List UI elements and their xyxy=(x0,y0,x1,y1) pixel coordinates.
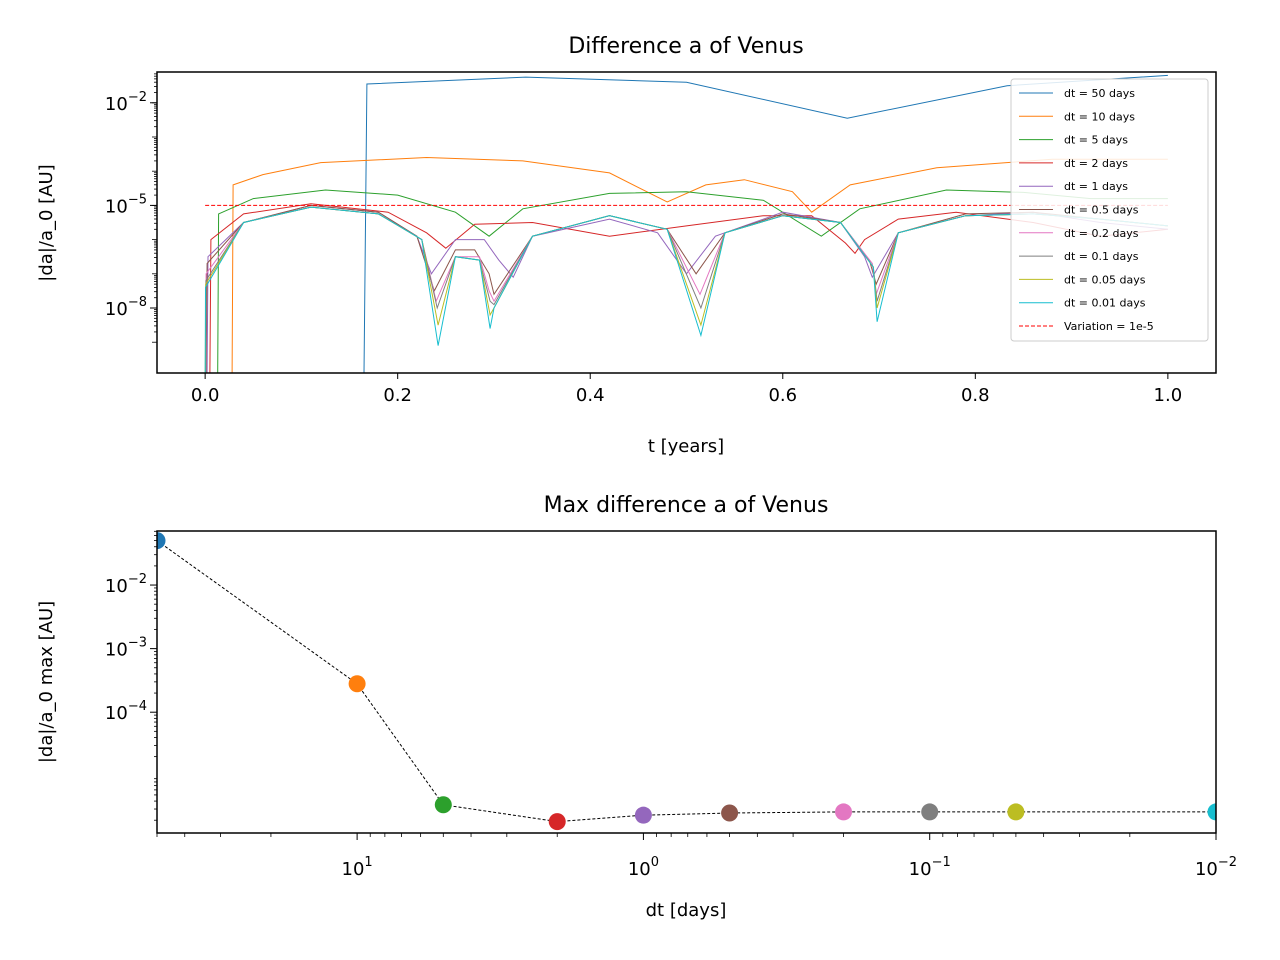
series-line-dt-0-01-days xyxy=(204,206,1168,373)
scatter-point-dt-2 xyxy=(548,813,566,831)
top-y-tick-label: 10−8 xyxy=(105,295,147,320)
scatter-point-dt-1 xyxy=(634,806,652,824)
scatter-point-dt-0-5 xyxy=(721,804,739,822)
legend-label-dt-5-days: dt = 5 days xyxy=(1064,134,1128,147)
legend-label-dt-0-5-days: dt = 0.5 days xyxy=(1064,204,1139,217)
scatter-point-dt-0-2 xyxy=(835,803,853,821)
legend-label-dt-2-days: dt = 2 days xyxy=(1064,157,1128,170)
bottom-y-tick-label: 10−4 xyxy=(105,699,147,724)
top-chart-title: Difference a of Venus xyxy=(568,34,803,59)
top-chart-frame xyxy=(156,71,1217,374)
legend-label-dt-0-1-days: dt = 0.1 days xyxy=(1064,250,1139,263)
legend-label-dt-50-days: dt = 50 days xyxy=(1064,87,1135,100)
top-chart-legend: dt = 50 days dt = 10 days dt = 5 days dt = … xyxy=(1010,78,1209,342)
legend-label-dt-10-days: dt = 10 days xyxy=(1064,110,1135,123)
scatter-point-dt-0-05 xyxy=(1007,803,1025,821)
legend-label-variation-1e-5: Variation = 1e-5 xyxy=(1064,320,1154,333)
bottom-y-tick-label: 10−3 xyxy=(105,636,147,661)
scatter-point-dt-50 xyxy=(157,532,166,550)
legend-label-dt-0-05-days: dt = 0.05 days xyxy=(1064,273,1146,286)
series-line-dt-50-days xyxy=(363,74,1168,373)
legend-label-dt-0-2-days: dt = 0.2 days xyxy=(1064,227,1139,240)
legend-label-dt-0-01-days: dt = 0.01 days xyxy=(1064,297,1146,310)
legend-box xyxy=(1010,78,1209,342)
top-x-tick-label: 0.2 xyxy=(383,385,412,406)
top-chart: Difference a of Venus 0.0 0.2 0.4 0.6 0.8 1.0… xyxy=(36,34,1217,457)
scatter-point-dt-5 xyxy=(434,796,452,814)
bottom-chart: Max difference a of Venus 101 100 10−1 10−2… xyxy=(36,493,1237,921)
bottom-x-tick-label: 10−2 xyxy=(1195,855,1237,880)
scatter-point-dt-0-1 xyxy=(921,803,939,821)
scatter-point-dt-10 xyxy=(348,675,366,693)
bottom-x-tick-label: 100 xyxy=(628,855,659,880)
series-line-dt-10-days xyxy=(231,156,1168,373)
top-y-tick-label: 10−5 xyxy=(105,192,147,217)
top-y-tick-label: 10−2 xyxy=(105,90,147,115)
series-line-dt-2-days xyxy=(209,203,1168,373)
bottom-x-tick-label: 101 xyxy=(342,855,373,880)
bottom-chart-ylabel: |da|/a_0 max [AU] xyxy=(36,601,57,763)
bottom-x-tick-label: 10−1 xyxy=(909,855,951,880)
top-x-tick-label: 0.4 xyxy=(576,385,605,406)
bottom-chart-xlabel: dt [days] xyxy=(646,900,727,921)
scatter-point-dt-0-01 xyxy=(1207,803,1216,821)
legend-label-dt-1-days: dt = 1 days xyxy=(1064,180,1128,193)
bottom-chart-title: Max difference a of Venus xyxy=(544,493,829,518)
top-chart-ylabel: |da|/a_0 [AU] xyxy=(36,164,57,281)
bottom-y-tick-label: 10−2 xyxy=(105,572,147,597)
top-x-tick-label: 0.0 xyxy=(191,385,220,406)
top-x-tick-label: 0.6 xyxy=(768,385,797,406)
top-x-tick-label: 0.8 xyxy=(961,385,990,406)
series-line-dt-5-days xyxy=(217,189,1168,373)
top-x-tick-label: 1.0 xyxy=(1154,385,1183,406)
max-difference-trend-line xyxy=(157,540,1216,823)
top-chart-xlabel: t [years] xyxy=(648,436,724,457)
